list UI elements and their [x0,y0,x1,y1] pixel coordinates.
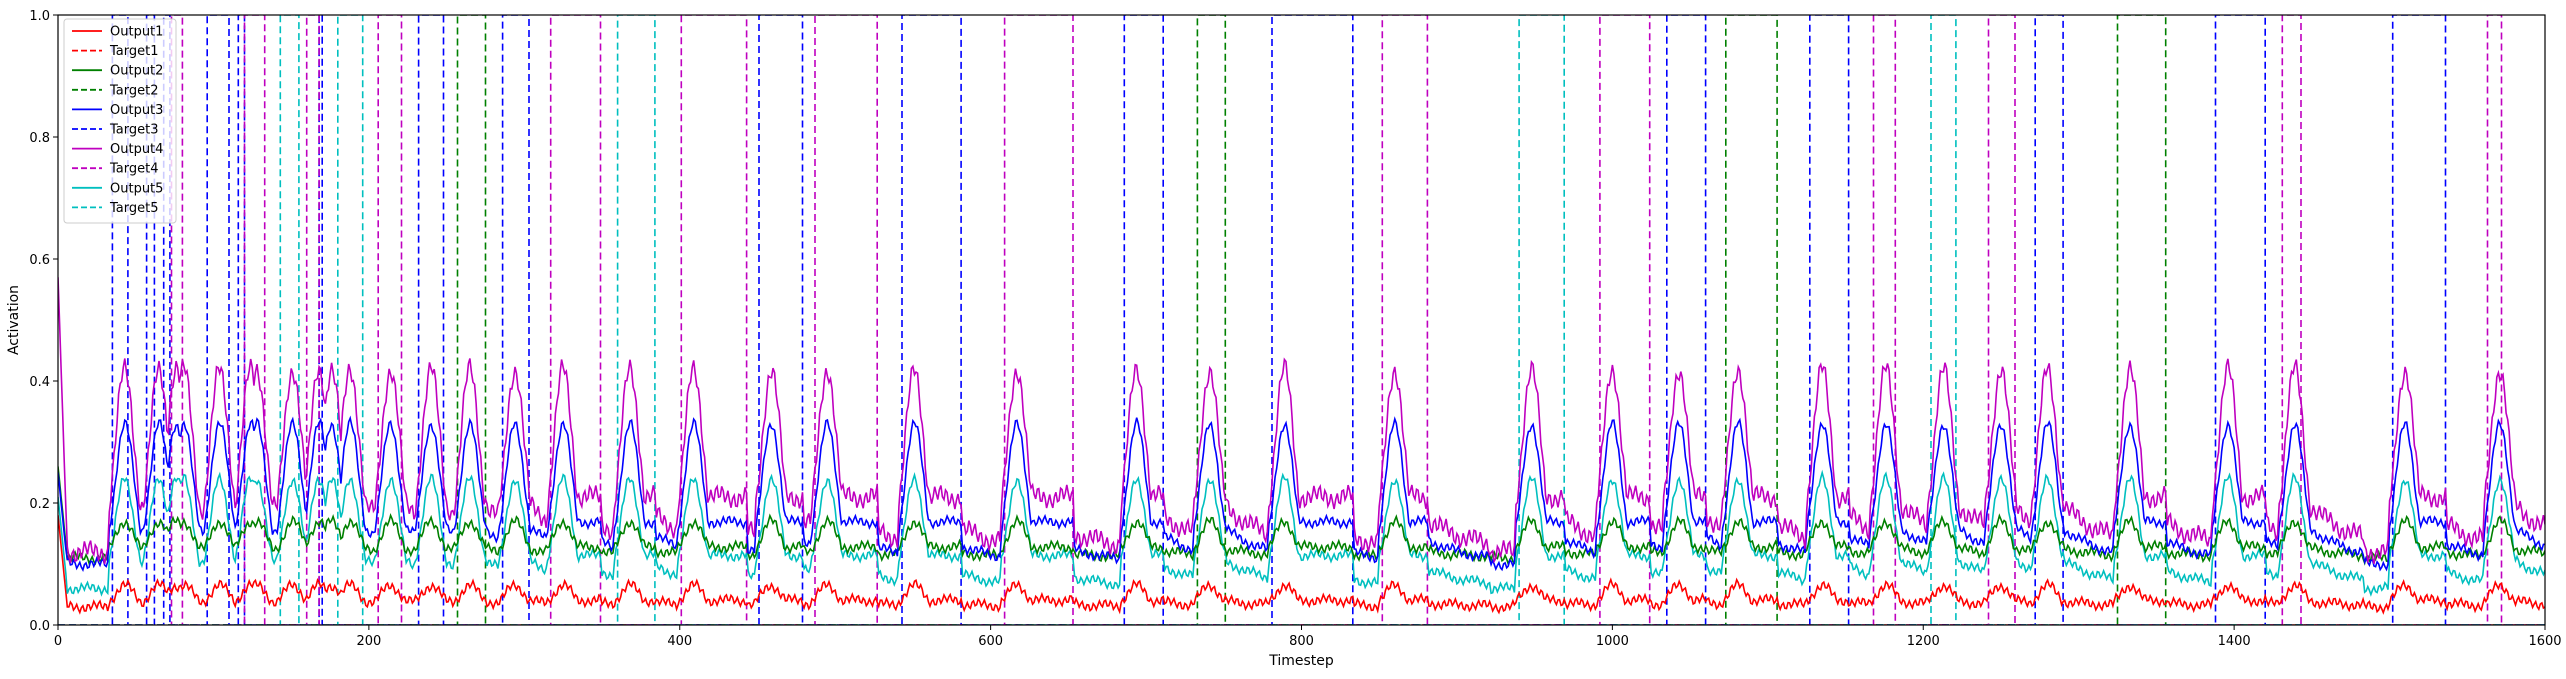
series-output3 [58,415,2545,572]
x-tick-label: 200 [356,634,381,649]
legend-label-target1: Target1 [109,44,159,59]
x-tick-label: 0 [54,634,62,649]
y-tick-label: 0.2 [29,497,50,512]
legend-label-output5: Output5 [110,181,163,196]
x-tick-label: 600 [978,634,1003,649]
legend-label-output4: Output4 [110,142,163,157]
legend-label-target4: Target4 [109,162,159,177]
legend-label-output3: Output3 [110,103,163,118]
y-tick-label: 0.4 [29,375,50,390]
legend-label-output1: Output1 [110,25,163,40]
x-tick-label: 400 [667,634,692,649]
x-tick-label: 1200 [1907,634,1940,649]
y-tick-label: 0.6 [29,253,50,268]
x-tick-label: 1400 [2218,634,2251,649]
series-target5 [58,15,2545,625]
series-target2 [58,15,2545,625]
output-series-group [58,277,2545,615]
y-tick-label: 0.0 [29,619,50,634]
y-tick-label: 1.0 [29,9,50,24]
legend-label-target2: Target2 [109,83,159,98]
series-output5 [58,469,2545,597]
y-axis-label: Activation [6,285,22,355]
x-axis-label: Timestep [1268,653,1334,669]
legend: Output1 Target1 Output2 Target2 Output3 Targe… [63,18,177,224]
series-target4 [58,15,2545,625]
x-tick-label: 800 [1289,634,1314,649]
legend-label-output2: Output2 [110,64,163,79]
target-series-group [58,15,2545,625]
x-tick-label: 1000 [1596,634,1629,649]
legend-label-target5: Target5 [109,201,159,216]
plot-frame [57,14,2546,626]
series-target3 [58,15,2545,625]
series-output2 [58,466,2545,567]
y-axis-ticks: 0.0 0.2 0.4 0.6 0.8 1.0 [29,9,58,634]
legend-label-target3: Target3 [109,123,159,138]
series-output4 [58,277,2545,565]
series-output1 [58,515,2545,615]
x-axis-ticks: 0 200 400 600 800 1000 1200 1400 1600 [54,625,2562,649]
x-tick-label: 1600 [2528,634,2561,649]
y-tick-label: 0.8 [29,131,50,146]
